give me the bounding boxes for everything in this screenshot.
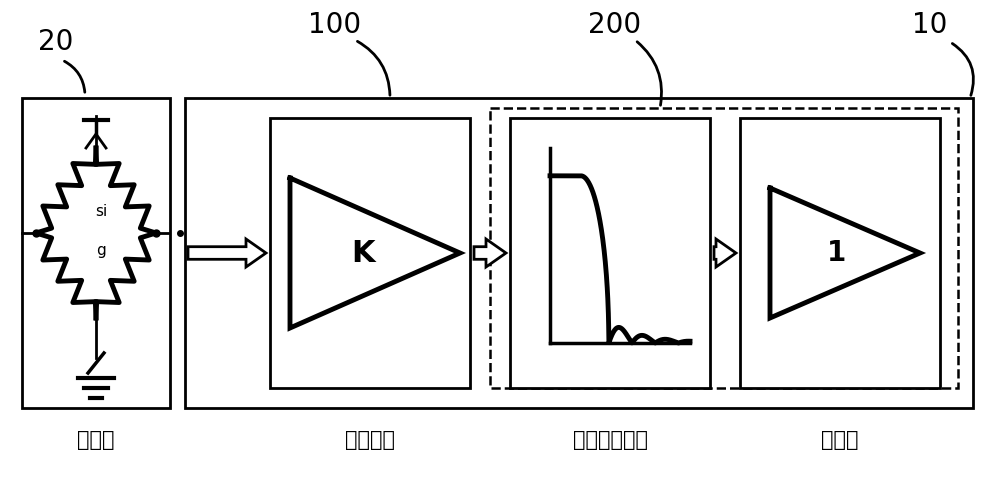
Text: K: K xyxy=(351,239,375,268)
Text: si: si xyxy=(95,203,107,218)
Polygon shape xyxy=(188,239,266,267)
Text: g: g xyxy=(96,243,106,258)
Bar xyxy=(510,118,710,388)
Polygon shape xyxy=(474,239,506,267)
Bar xyxy=(270,118,470,388)
Text: 传感器: 传感器 xyxy=(77,430,115,450)
Text: 1: 1 xyxy=(827,239,847,267)
Bar xyxy=(185,98,973,408)
Text: 200: 200 xyxy=(588,11,642,39)
Text: 缓冲器: 缓冲器 xyxy=(821,430,859,450)
Polygon shape xyxy=(714,239,736,267)
Text: 100: 100 xyxy=(308,11,362,39)
Text: 抗混叠滤波器: 抗混叠滤波器 xyxy=(572,430,648,450)
Bar xyxy=(490,108,958,388)
Bar xyxy=(740,118,940,388)
Bar xyxy=(22,98,170,408)
Text: 20: 20 xyxy=(38,28,73,56)
Text: 10: 10 xyxy=(912,11,948,39)
Text: 放大电路: 放大电路 xyxy=(345,430,395,450)
